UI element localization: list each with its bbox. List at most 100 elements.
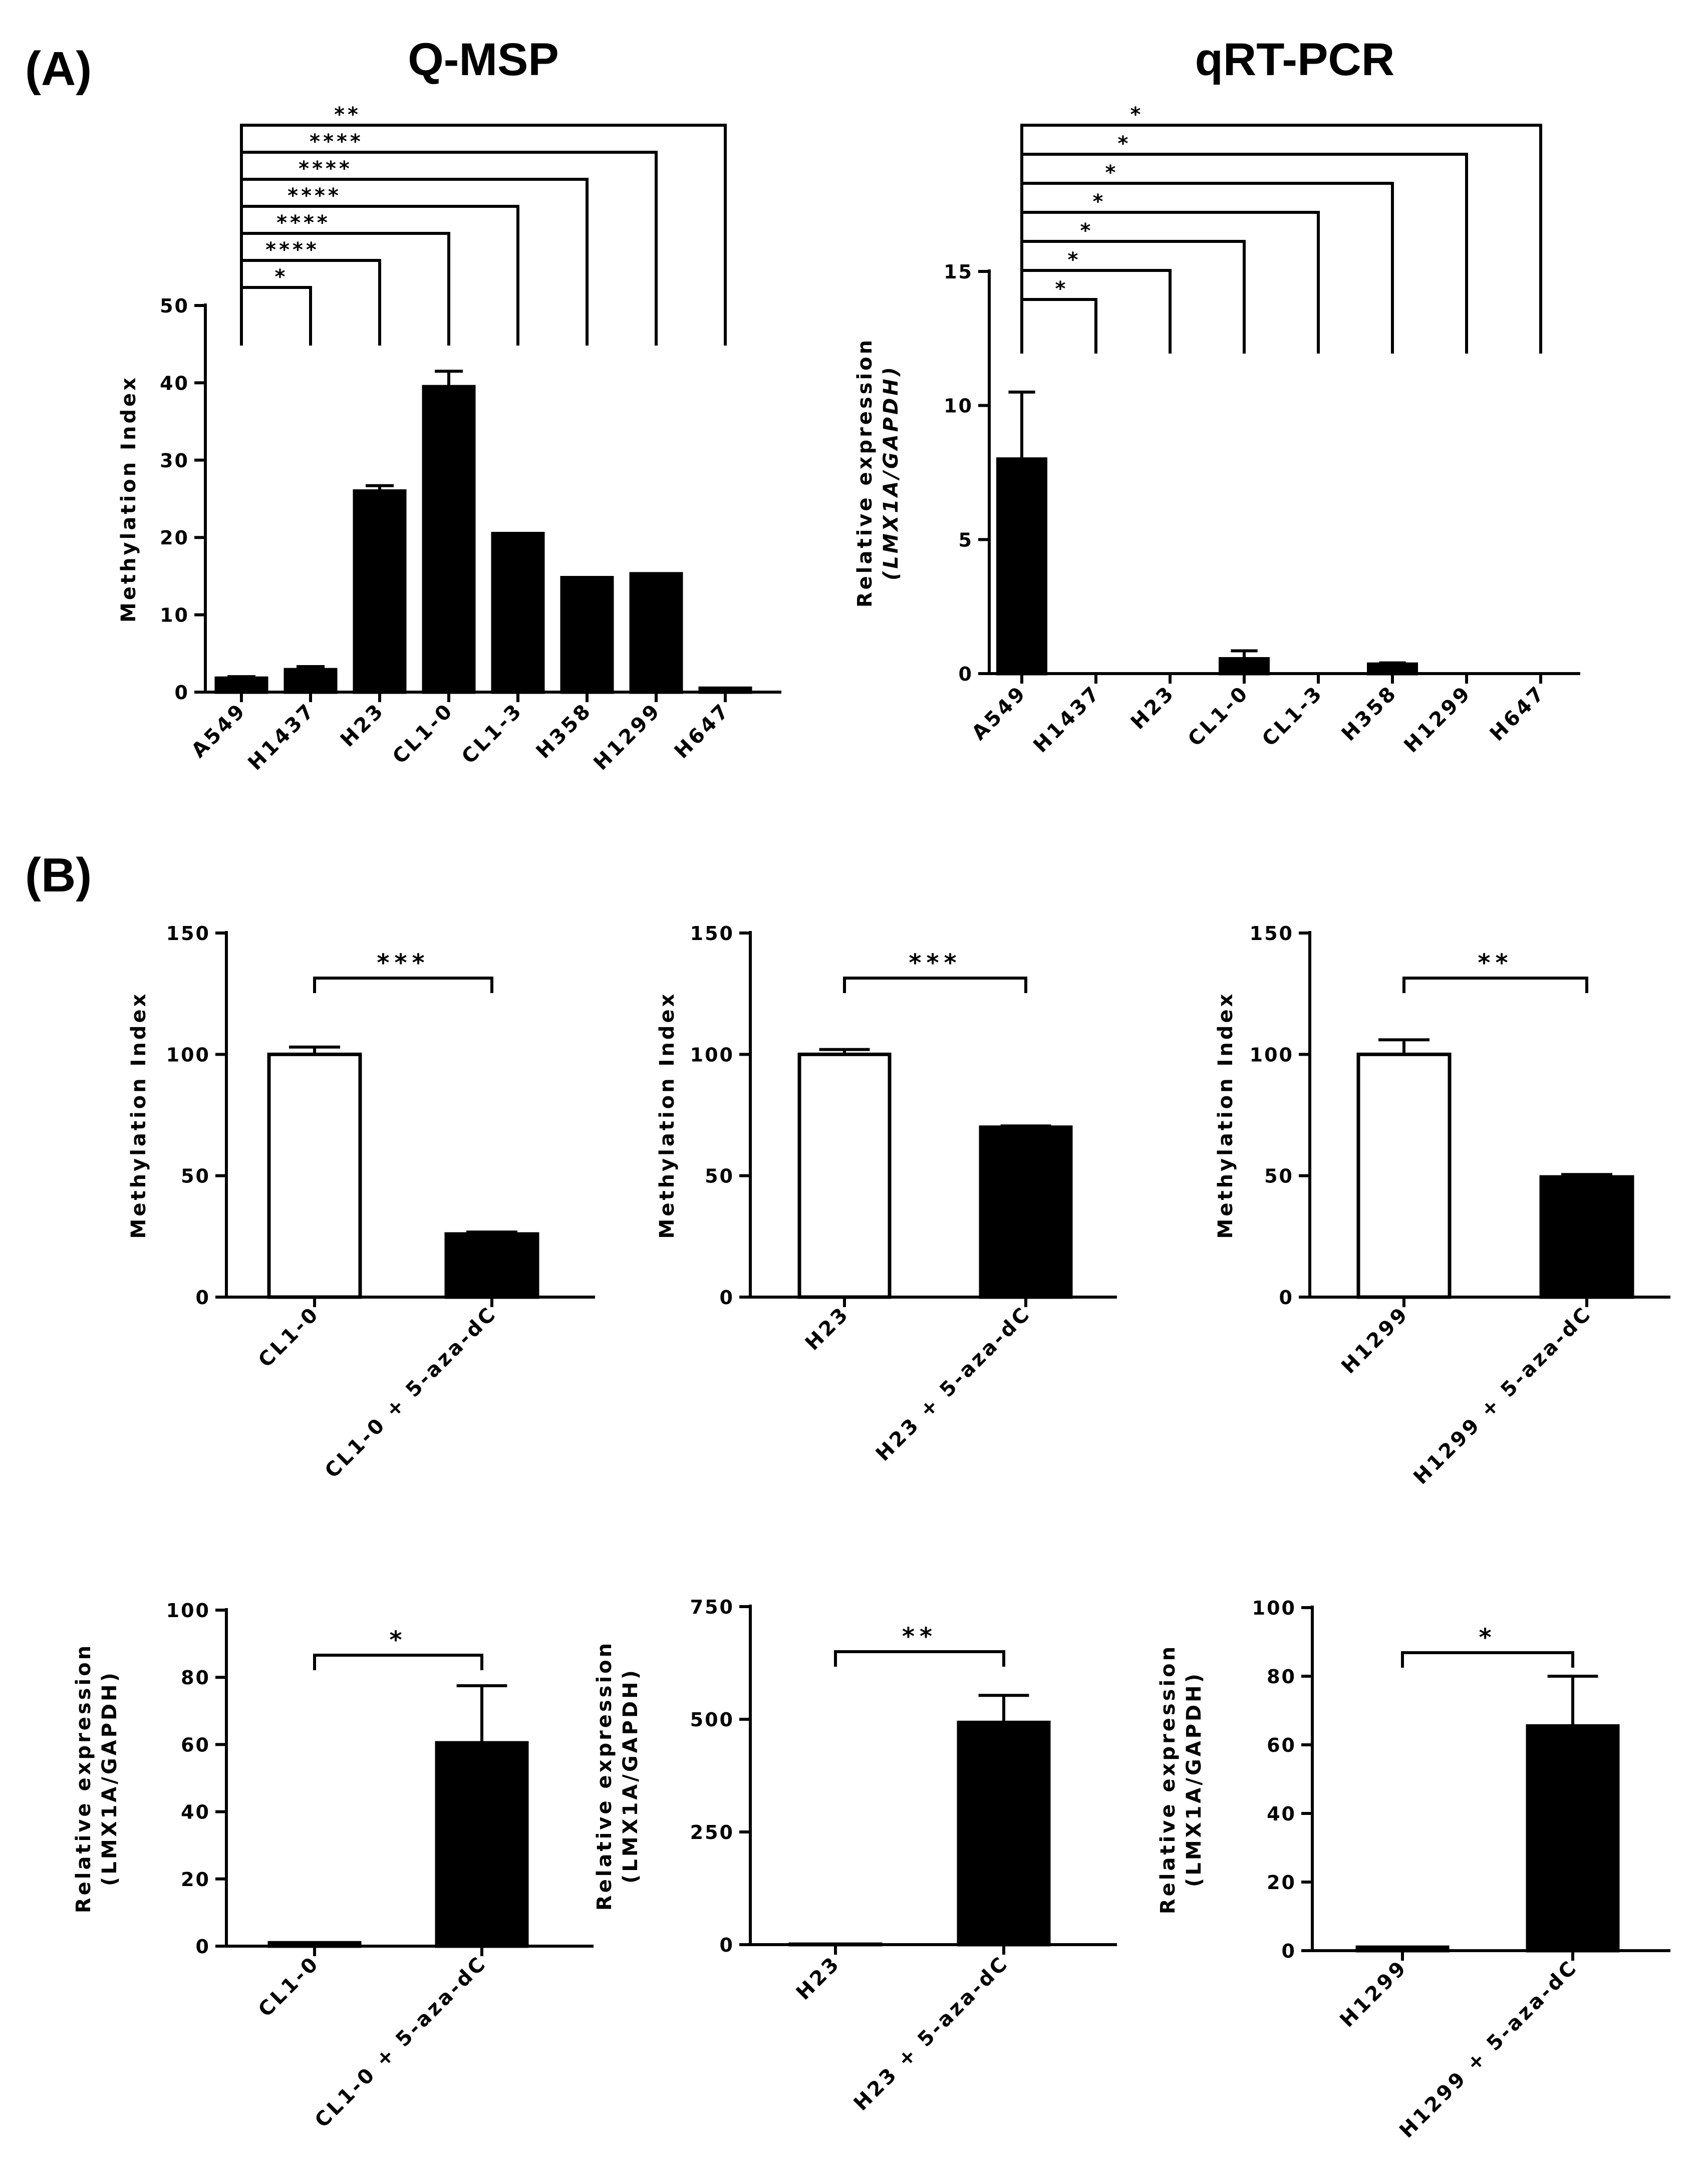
y-axis-label-line: Relative expression <box>1157 1644 1180 1914</box>
bar <box>267 1941 362 1948</box>
y-tick-label: 20 <box>1267 1872 1296 1894</box>
bar <box>283 668 338 694</box>
x-tick-label: H1299 <box>1335 1956 1412 2032</box>
bar <box>353 489 407 694</box>
x-tick-label: H23 <box>801 1302 854 1355</box>
bar <box>1355 1945 1450 1953</box>
bar <box>1356 1052 1452 1299</box>
panel-label-b: (B) <box>25 848 92 902</box>
x-tick-label: H1437 <box>1029 681 1105 758</box>
y-axis-label-line: Relative expression <box>593 1641 616 1911</box>
chart-title: qRT-PCR <box>1195 34 1395 85</box>
y-tick-label: 250 <box>690 1821 734 1843</box>
y-tick-label: 0 <box>1279 1287 1294 1309</box>
chart-b-expr-h23: 0 250 500 750 Relative expression (LMX1A/GAPD… <box>593 1596 1117 2115</box>
x-tick-label: CL1-0 <box>254 1952 324 2022</box>
significance-bracket <box>1402 977 1588 993</box>
bar <box>979 1125 1073 1299</box>
y-tick-label: 0 <box>720 1287 734 1309</box>
y-tick-label: 0 <box>959 663 973 685</box>
x-tick-label: H23 <box>792 1952 845 2005</box>
y-tick-label: 500 <box>690 1709 734 1731</box>
bar <box>629 572 683 694</box>
chart-b-expr-h1299: 0 20 40 60 80 100 Relative expression (LMX1A/GA… <box>1157 1597 1670 2142</box>
significance-label: * <box>1118 132 1131 155</box>
significance-label: ** <box>334 103 361 126</box>
bar <box>491 531 545 694</box>
x-tick-label: H647 <box>670 699 735 763</box>
x-tick-label: CL1-3 <box>1258 681 1328 751</box>
significance-label: **** <box>276 211 331 234</box>
significance-label: ** <box>1478 949 1513 977</box>
significance-bracket <box>834 1650 1005 1667</box>
y-tick-label: 0 <box>196 1287 210 1309</box>
significance-label: ** <box>902 1623 937 1651</box>
x-tick-label: H647 <box>1486 681 1550 746</box>
y-axis-label-line: Relative expression <box>72 1643 95 1913</box>
bar <box>698 686 752 694</box>
significance-label: **** <box>299 157 353 180</box>
y-tick-label: 80 <box>1267 1666 1296 1688</box>
y-axis-label: Methylation Index <box>127 992 150 1239</box>
y-tick-label: 10 <box>944 395 973 417</box>
y-tick-label: 60 <box>181 1734 210 1756</box>
y-tick-label: 15 <box>944 261 973 283</box>
chart-b-meth-h23: 0 50 100 150 Methylation Index H23 H23 + 5-aza… <box>656 922 1117 1466</box>
x-tick-label: CL1-3 <box>457 699 527 769</box>
y-tick-label: 0 <box>196 1936 210 1958</box>
y-tick-label: 750 <box>690 1596 734 1618</box>
y-tick-label: 0 <box>1282 1940 1296 1962</box>
significance-label: * <box>1055 277 1069 300</box>
panel-label-a: (A) <box>25 42 92 96</box>
y-axis-label: Methylation Index <box>656 992 679 1239</box>
significance-label: **** <box>288 184 342 207</box>
x-tick-label: H1437 <box>243 699 320 775</box>
x-tick-label: A549 <box>187 699 251 763</box>
bar <box>435 1741 529 1948</box>
significance-bracket <box>240 286 312 346</box>
x-tick-label: H1299 <box>1399 681 1476 758</box>
x-tick-label: H23 + 5-aza-dC <box>872 1302 1035 1466</box>
y-tick-label: 20 <box>181 1869 210 1891</box>
chart-title: Q-MSP <box>408 34 559 85</box>
x-tick-label: CL1-0 <box>254 1302 324 1372</box>
significance-label: **** <box>310 130 364 153</box>
bar <box>957 1720 1051 1947</box>
y-tick-label: 40 <box>160 372 189 394</box>
y-tick-label: 10 <box>160 604 189 627</box>
bar <box>797 1052 892 1299</box>
bar <box>996 457 1047 676</box>
significance-label: *** <box>377 949 429 977</box>
y-tick-label: 40 <box>181 1801 210 1823</box>
significance-label: * <box>1105 161 1119 184</box>
x-tick-label: H23 + 5-aza-dC <box>849 1952 1013 2115</box>
y-tick-label: 5 <box>959 529 973 551</box>
x-tick-label: CL1-0 + 5-aza-dC <box>321 1302 501 1483</box>
y-tick-label: 150 <box>166 922 210 945</box>
y-tick-label: 80 <box>181 1667 210 1689</box>
significance-label: * <box>1068 248 1081 271</box>
significance-label: **** <box>265 238 320 261</box>
y-axis-label-line: (LMX1A/GAPDH) <box>1183 1671 1206 1887</box>
significance-bracket <box>1020 298 1097 354</box>
bar <box>1219 657 1270 676</box>
bar <box>788 1942 883 1947</box>
x-tick-label: H358 <box>532 699 597 763</box>
bar <box>560 575 614 694</box>
y-tick-label: 150 <box>1250 922 1294 945</box>
chart-b-expr-cl10: 0 20 40 60 80 100 Relative expression (LMX1A/GA… <box>72 1600 594 2132</box>
bar <box>444 1232 539 1299</box>
y-axis-label: Methylation Index <box>1214 992 1237 1239</box>
significance-bracket <box>313 977 493 993</box>
y-tick-label: 0 <box>175 682 189 704</box>
bar <box>1526 1724 1620 1953</box>
bar <box>267 1052 362 1299</box>
y-tick-label: 50 <box>1264 1165 1294 1187</box>
significance-label: * <box>389 1626 407 1654</box>
x-tick-label: H23 <box>1126 681 1180 734</box>
significance-bracket <box>313 1654 483 1670</box>
significance-label: * <box>1080 219 1094 242</box>
